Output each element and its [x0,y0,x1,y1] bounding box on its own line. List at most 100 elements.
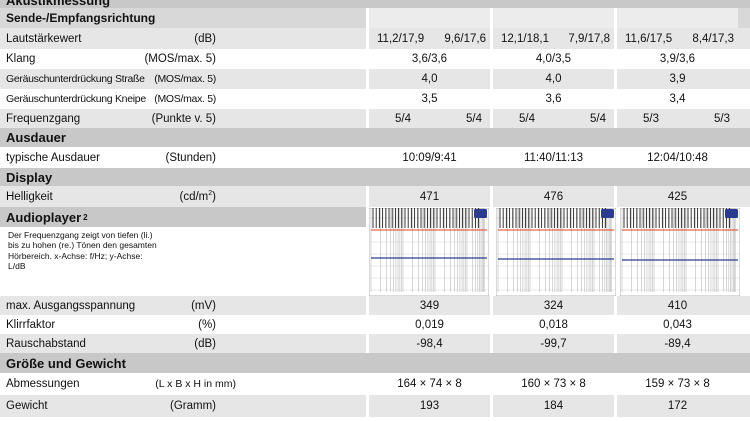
row-klang: Klang (MOS/max. 5) 3,6/3,6 4,0/3,5 3,9/3,… [0,49,750,69]
section-groesse-gewicht: Größe und Gewicht [0,353,750,373]
value-3a: 11,6/17,5 [625,32,673,45]
row-unit: (dB) [194,337,216,350]
column-header-1 [366,8,490,28]
row-abmessungen: Abmessungen (L x B x H in mm) 164 × 74 × … [0,373,750,395]
row-label: Geräuschunterdrückung Straße [6,73,145,85]
subsection-title: Sende-/Empfangsrichtung [6,11,156,25]
row-ausgangsspannung: max. Ausgangsspannung (mV) 349 324 410 [0,296,750,315]
row-unit: (L x B x H in mm) [155,378,236,390]
value-2: -99,7 [490,334,614,353]
row-unit: (mV) [191,299,216,312]
row-label: max. Ausgangsspannung [6,299,136,312]
value-3: 3,9/3,6 [614,49,738,69]
value-2: 324 [490,296,614,315]
chart-frame [496,208,616,296]
frequency-chart-3 [620,208,740,296]
section-title: Audioplayer [6,209,82,225]
row-unit: (%) [198,318,216,331]
value-2: 184 [490,395,614,417]
value-2: 4,0/3,5 [490,49,614,69]
row-geraeusch-strasse: Geräuschunterdrückung Straße (MOS/max. 5… [0,69,750,89]
value-1: 3,6/3,6 [366,49,490,69]
value-1b: 5/4 [466,112,482,125]
section-title: Ausdauer [6,130,66,145]
row-unit: (dB) [194,32,216,45]
value-1: -98,4 [366,334,490,353]
value-2: 160 × 73 × 8 [490,373,614,395]
value-2a: 12,1/18,1 [501,32,549,45]
value-2: 4,0 [490,69,614,89]
value-1: 0,019 [366,315,490,334]
value-1: 349 [366,296,490,315]
row-unit: (Stunden) [165,151,216,164]
frequency-note: Der Frequenzgang zeigt von tiefen (li.) … [8,230,157,271]
value-1a: 5/4 [395,112,411,125]
row-label: Abmessungen [6,378,80,390]
value-3: 410 [614,296,738,315]
row-label: Geräuschunterdrückung Kneipe [6,93,146,105]
section-title: Display [6,169,53,185]
section-audioplayer: Audioplayer 2 [0,207,366,227]
value-1b: 9,6/17,6 [444,32,486,45]
column-header-3 [614,8,738,28]
row-unit-end: ) [212,190,216,203]
chart-badge [725,209,738,218]
value-3: 425 [614,186,738,207]
value-1: 471 [366,186,490,207]
column-header-2 [490,8,614,28]
row-helligkeit: Helligkeit (cd/m2) 471 476 425 [0,186,750,207]
frequency-chart-1 [369,208,489,296]
value-3a: 5/3 [643,112,659,125]
row-label: Klang [6,53,36,65]
value-2: 476 [490,186,614,207]
row-klirrfaktor: Klirrfaktor (%) 0,019 0,018 0,043 [0,315,750,334]
value-2: 11:40/11:13 [490,147,614,168]
value-3: 172 [614,395,738,417]
value-2a: 5/4 [519,112,535,125]
row-label: Gewicht [6,400,48,412]
value-3: 0,043 [614,315,738,334]
footnote-marker: 2 [83,212,88,222]
row-unit: (MOS/max. 5) [154,93,216,105]
row-label: Frequenzgang [6,112,81,125]
value-2b: 7,9/17,8 [568,32,610,45]
subsection-sende-empfang: Sende-/Empfangsrichtung [0,8,750,28]
chart-badge [601,209,614,218]
value-3: 12:04/10:48 [614,147,738,168]
frequency-chart-2 [496,208,616,296]
row-lautstaerkewert: Lautstärkewert (dB) 11,2/17,9 9,6/17,6 12,… [0,28,750,49]
row-label: Rauschabstand [6,337,86,350]
row-label: Helligkeit [6,190,53,203]
row-unit: (Gramm) [170,400,216,412]
row-geraeusch-kneipe: Geräuschunterdrückung Kneipe (MOS/max. 5… [0,89,750,109]
section-title: Akustikmessung [6,0,111,8]
section-akustikmessung: Akustikmessung [0,0,750,8]
chart-frame [620,208,740,296]
row-label: typische Ausdauer [6,151,100,164]
value-2b: 5/4 [590,112,606,125]
value-1: 193 [366,395,490,417]
row-gewicht: Gewicht (Gramm) 193 184 172 [0,395,750,417]
section-title: Größe und Gewicht [6,355,126,371]
row-unit-sup: 2 [208,190,213,198]
section-ausdauer: Ausdauer [0,128,750,147]
value-3: -89,4 [614,334,738,353]
value-2: 3,6 [490,89,614,109]
value-1: 3,5 [366,89,490,109]
value-2: 0,018 [490,315,614,334]
value-1: 164 × 74 × 8 [366,373,490,395]
row-unit: (Punkte v. 5) [151,112,216,125]
row-unit: (MOS/max. 5) [154,73,216,85]
row-typische-ausdauer: typische Ausdauer (Stunden) 10:09/9:41 11… [0,147,750,168]
row-unit: (MOS/max. 5) [144,53,216,65]
row-unit: (cd/m [179,190,209,203]
chart-badge [474,209,487,218]
chart-frame [369,208,489,296]
section-display: Display [0,168,750,186]
value-1: 4,0 [366,69,490,89]
row-frequenzgang: Frequenzgang (Punkte v. 5) 5/4 5/4 5/4 5/4 … [0,109,750,128]
row-label: Lautstärkewert [6,32,82,45]
value-1a: 11,2/17,9 [377,32,425,45]
value-3b: 5/3 [714,112,730,125]
